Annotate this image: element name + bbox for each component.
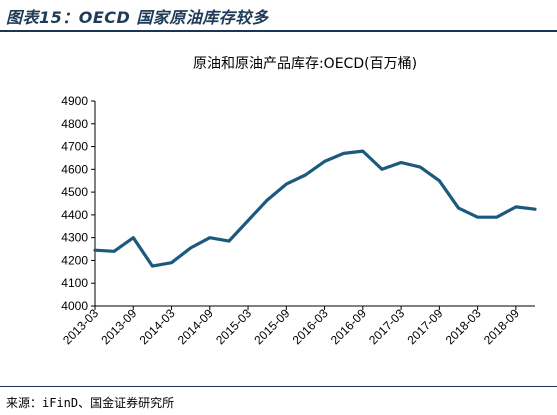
axes bbox=[94, 101, 535, 307]
x-tick-label: 2016-03 bbox=[290, 306, 331, 347]
x-tick-label: 2015-09 bbox=[251, 306, 292, 347]
bottom-divider bbox=[0, 386, 557, 387]
y-tick-label: 4200 bbox=[61, 253, 88, 267]
y-tick-label: 4400 bbox=[61, 208, 88, 222]
source-note: 来源：iFinD、国金证券研究所 bbox=[6, 396, 175, 410]
y-axis-ticks: 4000 4100 4200 4300 4400 4500 4600 4700 4800 4900 bbox=[61, 94, 95, 313]
line-chart: 原油和原油产品库存:OECD(百万桶) 4000 4100 4200 4300 4400… bbox=[60, 56, 537, 347]
y-tick-label: 4900 bbox=[61, 94, 88, 108]
x-tick-label: 2016-09 bbox=[328, 306, 369, 347]
x-tick-label: 2013-09 bbox=[98, 306, 139, 347]
y-tick-label: 4800 bbox=[61, 117, 88, 131]
y-tick-label: 4700 bbox=[61, 140, 88, 154]
series-layer bbox=[93, 149, 537, 268]
chart-title: 原油和原油产品库存:OECD(百万桶) bbox=[193, 56, 417, 72]
x-tick-label: 2017-09 bbox=[404, 306, 445, 347]
x-tick-label: 2014-09 bbox=[175, 306, 216, 347]
y-tick-label: 4100 bbox=[61, 276, 88, 290]
figure-title: 图表15：OECD 国家原油库存较多 bbox=[6, 8, 269, 27]
x-tick-label: 2014-03 bbox=[137, 306, 178, 347]
top-divider bbox=[0, 30, 557, 32]
x-tick-label: 2017-03 bbox=[366, 306, 407, 347]
y-tick-label: 4000 bbox=[61, 299, 88, 313]
y-tick-label: 4600 bbox=[61, 162, 88, 176]
y-tick-label: 4500 bbox=[61, 185, 88, 199]
series-line bbox=[93, 149, 537, 268]
x-tick-label: 2018-09 bbox=[481, 306, 522, 347]
x-axis-ticks: 2013-032013-092014-032014-092015-032015-… bbox=[60, 306, 522, 347]
x-tick-label: 2015-03 bbox=[213, 306, 254, 347]
x-tick-label: 2018-03 bbox=[443, 306, 484, 347]
y-tick-label: 4300 bbox=[61, 231, 88, 245]
